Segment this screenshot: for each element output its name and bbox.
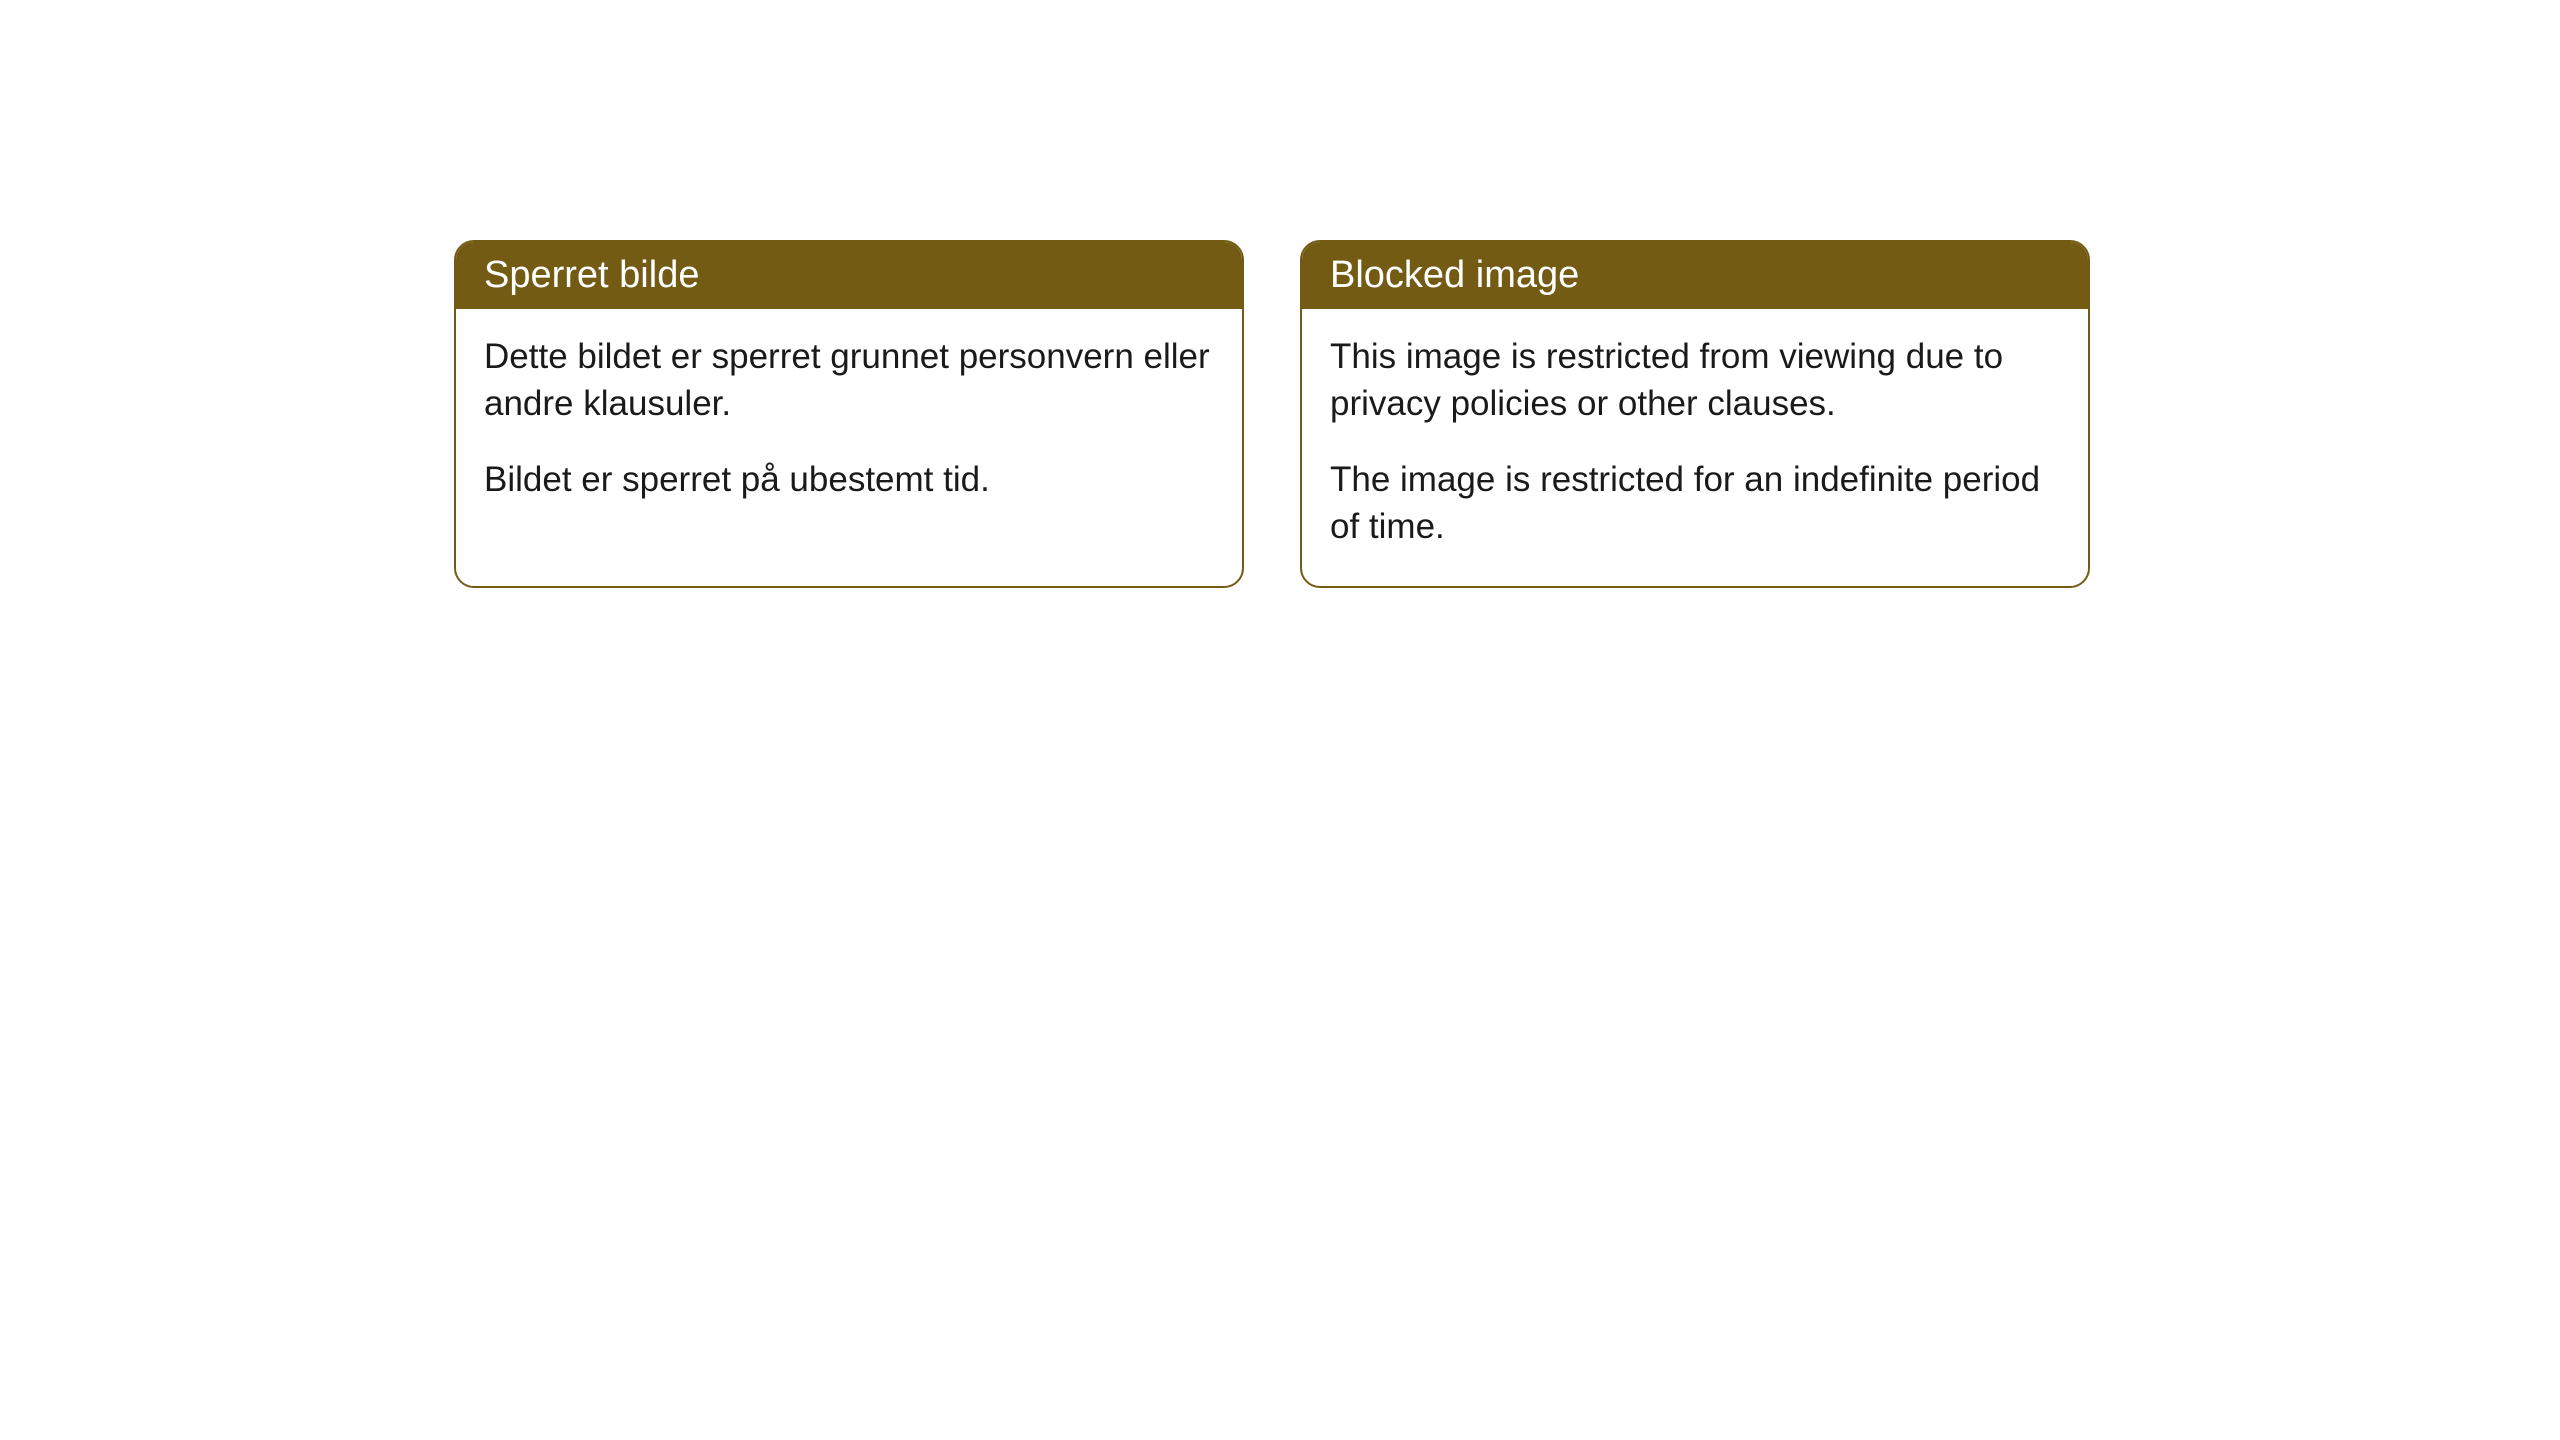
card-title: Blocked image xyxy=(1330,254,1579,296)
card-paragraph: Bildet er sperret på ubestemt tid. xyxy=(484,456,1214,503)
card-paragraph: This image is restricted from viewing du… xyxy=(1330,333,2060,428)
card-body: This image is restricted from viewing du… xyxy=(1302,309,2088,586)
card-paragraph: The image is restricted for an indefinit… xyxy=(1330,456,2060,551)
card-header: Sperret bilde xyxy=(456,242,1242,309)
notice-cards-container: Sperret bilde Dette bildet er sperret gr… xyxy=(454,240,2560,588)
notice-card-norwegian: Sperret bilde Dette bildet er sperret gr… xyxy=(454,240,1244,588)
card-header: Blocked image xyxy=(1302,242,2088,309)
card-paragraph: Dette bildet er sperret grunnet personve… xyxy=(484,333,1214,428)
card-title: Sperret bilde xyxy=(484,254,699,296)
card-body: Dette bildet er sperret grunnet personve… xyxy=(456,309,1242,539)
notice-card-english: Blocked image This image is restricted f… xyxy=(1300,240,2090,588)
